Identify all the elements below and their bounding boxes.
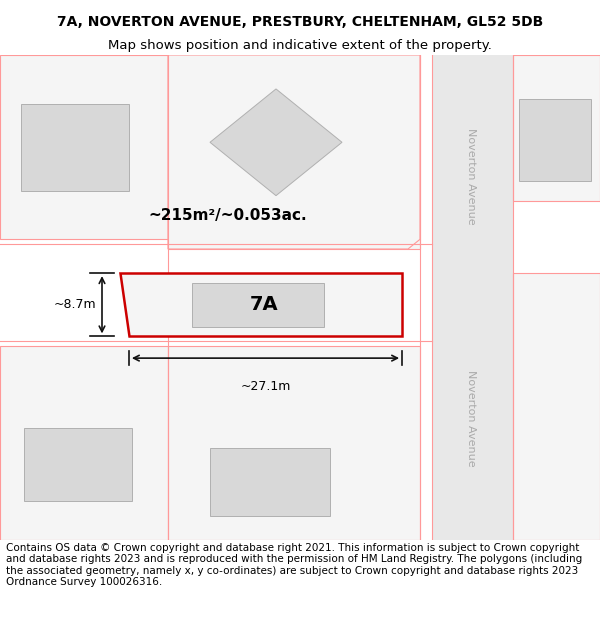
Polygon shape	[168, 55, 420, 249]
Polygon shape	[24, 429, 132, 501]
Polygon shape	[168, 346, 420, 540]
Text: ~215m²/~0.053ac.: ~215m²/~0.053ac.	[149, 208, 307, 222]
Text: Noverton Avenue: Noverton Avenue	[466, 128, 476, 224]
Polygon shape	[21, 104, 129, 191]
Text: ~27.1m: ~27.1m	[241, 380, 290, 393]
Text: 7A: 7A	[250, 295, 278, 314]
Polygon shape	[192, 283, 324, 327]
Polygon shape	[513, 273, 600, 540]
Polygon shape	[513, 55, 600, 201]
Text: Noverton Avenue: Noverton Avenue	[466, 371, 476, 467]
Text: ~8.7m: ~8.7m	[53, 298, 96, 311]
Polygon shape	[168, 55, 420, 249]
Polygon shape	[519, 99, 591, 181]
Polygon shape	[0, 346, 168, 540]
Polygon shape	[210, 448, 330, 516]
Text: Contains OS data © Crown copyright and database right 2021. This information is : Contains OS data © Crown copyright and d…	[6, 542, 582, 588]
Polygon shape	[120, 273, 402, 336]
Text: Map shows position and indicative extent of the property.: Map shows position and indicative extent…	[108, 39, 492, 51]
Polygon shape	[210, 89, 342, 196]
Polygon shape	[432, 55, 513, 540]
Polygon shape	[0, 55, 168, 239]
Text: 7A, NOVERTON AVENUE, PRESTBURY, CHELTENHAM, GL52 5DB: 7A, NOVERTON AVENUE, PRESTBURY, CHELTENH…	[57, 16, 543, 29]
